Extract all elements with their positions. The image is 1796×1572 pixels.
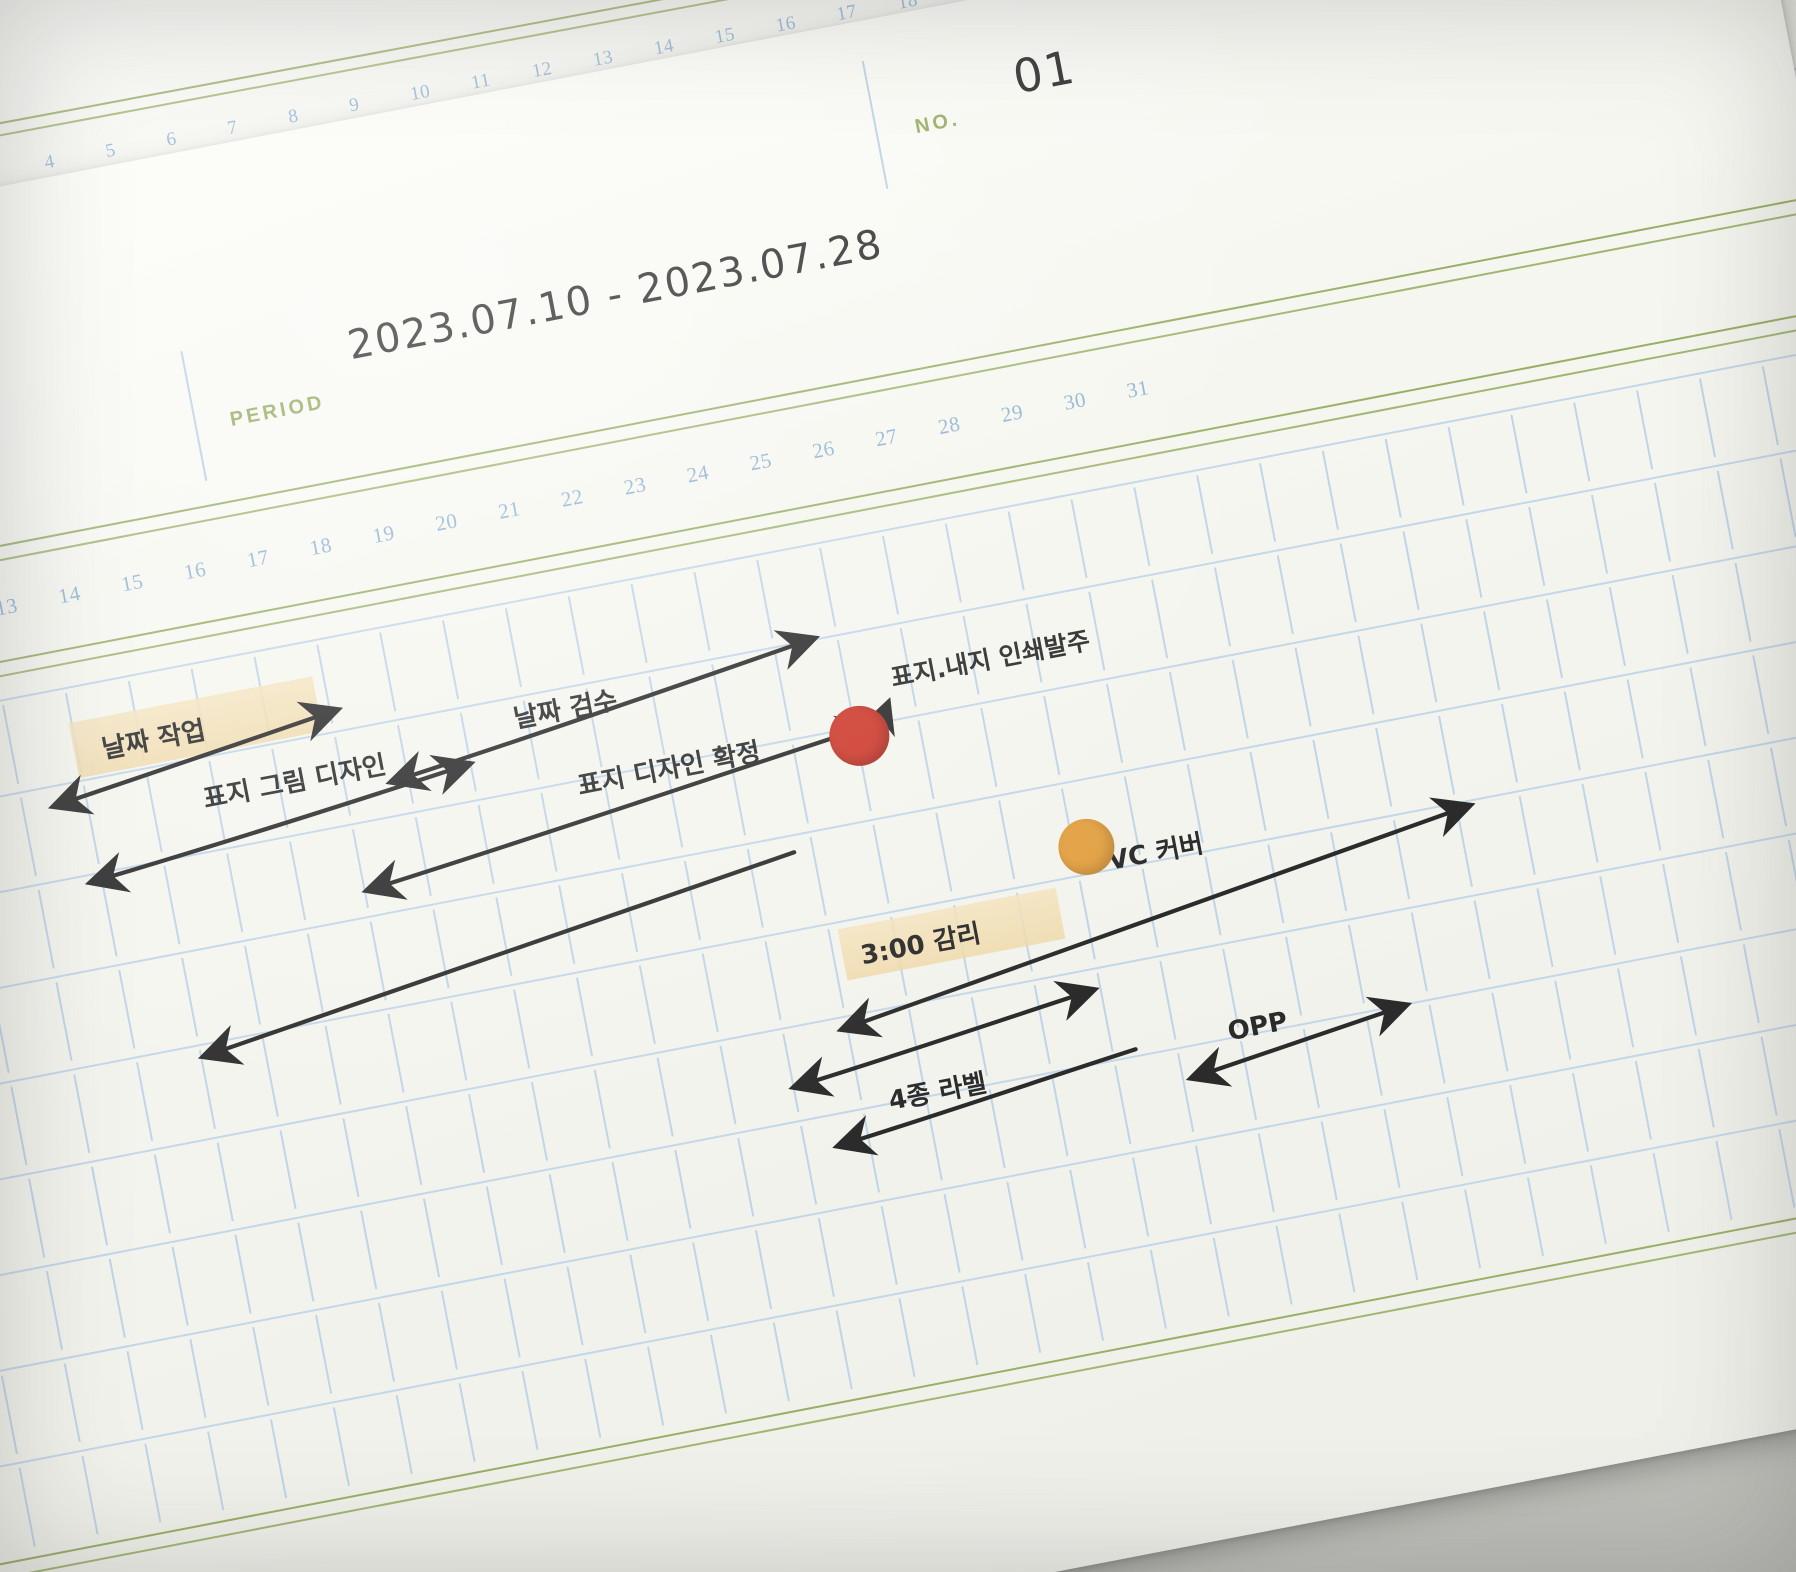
ruler-number: 7 [225,116,240,140]
arrow-task-3 [385,630,821,791]
ruler-number: 11 [469,69,493,94]
arrow-task-8b [832,1047,1138,1156]
arrow-task-2 [84,754,476,893]
arrow-task-9 [1185,996,1413,1087]
ruler-number: 4 [42,150,57,174]
arrow-task-7 [836,797,1476,1038]
arrow-task-4 [361,715,880,900]
arrow-task-1 [47,701,344,815]
arrow-task-8 [788,980,1100,1097]
ruler-number: 8 [286,105,301,128]
ruler-number: 10 [408,80,433,106]
arrow-task-2-long [197,850,797,1065]
ruler-number: 9 [347,93,362,117]
ruler-number: 6 [164,128,179,151]
ruler-number: 5 [103,139,118,163]
